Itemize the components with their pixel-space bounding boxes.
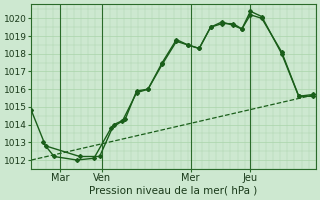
X-axis label: Pression niveau de la mer( hPa ): Pression niveau de la mer( hPa ) (90, 186, 258, 196)
